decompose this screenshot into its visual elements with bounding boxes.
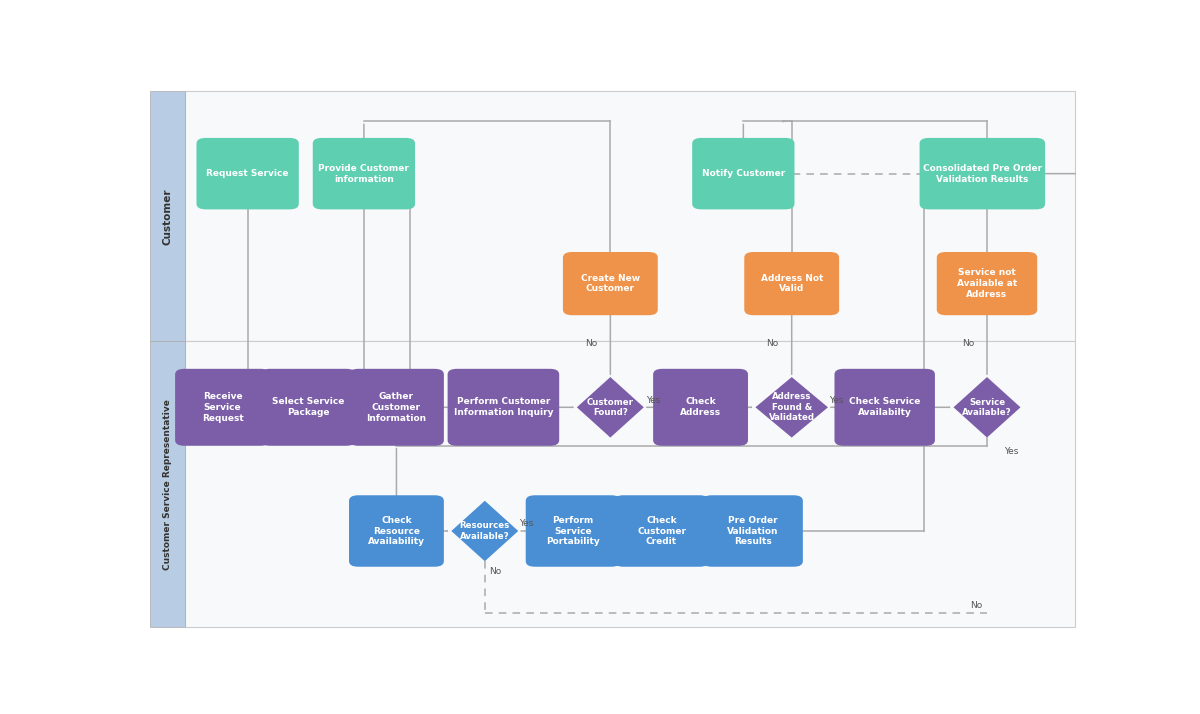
Text: No: No — [767, 339, 779, 348]
Text: Perform
Service
Portability: Perform Service Portability — [546, 516, 600, 546]
Text: Receive
Service
Request: Receive Service Request — [202, 392, 244, 423]
FancyBboxPatch shape — [175, 369, 270, 446]
Text: Provide Customer
information: Provide Customer information — [318, 164, 409, 183]
Text: Create New
Customer: Create New Customer — [581, 273, 640, 293]
FancyBboxPatch shape — [744, 252, 839, 315]
FancyBboxPatch shape — [150, 341, 185, 627]
FancyBboxPatch shape — [185, 91, 1075, 341]
FancyBboxPatch shape — [313, 138, 415, 209]
Text: Yes: Yes — [829, 396, 844, 405]
Text: Select Service
Package: Select Service Package — [272, 398, 344, 417]
Text: Address Not
Valid: Address Not Valid — [761, 273, 823, 293]
Polygon shape — [577, 377, 644, 438]
Text: Service
Available?: Service Available? — [962, 398, 1012, 417]
Text: Yes: Yes — [646, 396, 660, 405]
Text: Yes: Yes — [520, 519, 534, 528]
Text: Yes: Yes — [1003, 447, 1018, 456]
Text: Service not
Available at
Address: Service not Available at Address — [956, 268, 1018, 299]
FancyBboxPatch shape — [448, 369, 559, 446]
FancyBboxPatch shape — [260, 369, 355, 446]
Text: Check
Resource
Availability: Check Resource Availability — [368, 516, 425, 546]
Text: No: No — [970, 600, 983, 610]
Text: Customer
Found?: Customer Found? — [587, 398, 634, 417]
Text: Address
Found &
Validated: Address Found & Validated — [769, 393, 815, 422]
Text: Pre Order
Validation
Results: Pre Order Validation Results — [727, 516, 779, 546]
FancyBboxPatch shape — [526, 496, 620, 567]
Polygon shape — [451, 501, 518, 561]
FancyBboxPatch shape — [653, 369, 748, 446]
Text: Gather
Customer
Information: Gather Customer Information — [366, 392, 426, 423]
FancyBboxPatch shape — [185, 341, 1075, 627]
Text: Customer: Customer — [163, 188, 173, 244]
Text: Check
Address: Check Address — [680, 398, 721, 417]
FancyBboxPatch shape — [197, 138, 299, 209]
FancyBboxPatch shape — [150, 91, 185, 341]
FancyBboxPatch shape — [937, 252, 1037, 315]
Polygon shape — [756, 377, 828, 438]
Text: Perform Customer
Information Inquiry: Perform Customer Information Inquiry — [454, 398, 553, 417]
Text: Customer Service Representative: Customer Service Representative — [163, 399, 172, 570]
Text: Check Service
Availabilty: Check Service Availabilty — [850, 398, 920, 417]
FancyBboxPatch shape — [702, 496, 803, 567]
FancyBboxPatch shape — [919, 138, 1045, 209]
Text: No: No — [961, 339, 974, 348]
FancyBboxPatch shape — [349, 369, 444, 446]
Text: Resources
Available?: Resources Available? — [460, 521, 510, 540]
Text: Check
Customer
Credit: Check Customer Credit — [637, 516, 686, 546]
Text: Consolidated Pre Order
Validation Results: Consolidated Pre Order Validation Result… — [923, 164, 1042, 183]
Text: Request Service: Request Service — [206, 169, 289, 178]
Text: No: No — [490, 567, 502, 575]
FancyBboxPatch shape — [349, 496, 444, 567]
FancyBboxPatch shape — [692, 138, 794, 209]
FancyBboxPatch shape — [614, 496, 709, 567]
Text: Notify Customer: Notify Customer — [702, 169, 785, 178]
Text: No: No — [586, 339, 598, 348]
FancyBboxPatch shape — [834, 369, 935, 446]
Polygon shape — [954, 377, 1020, 438]
FancyBboxPatch shape — [563, 252, 658, 315]
